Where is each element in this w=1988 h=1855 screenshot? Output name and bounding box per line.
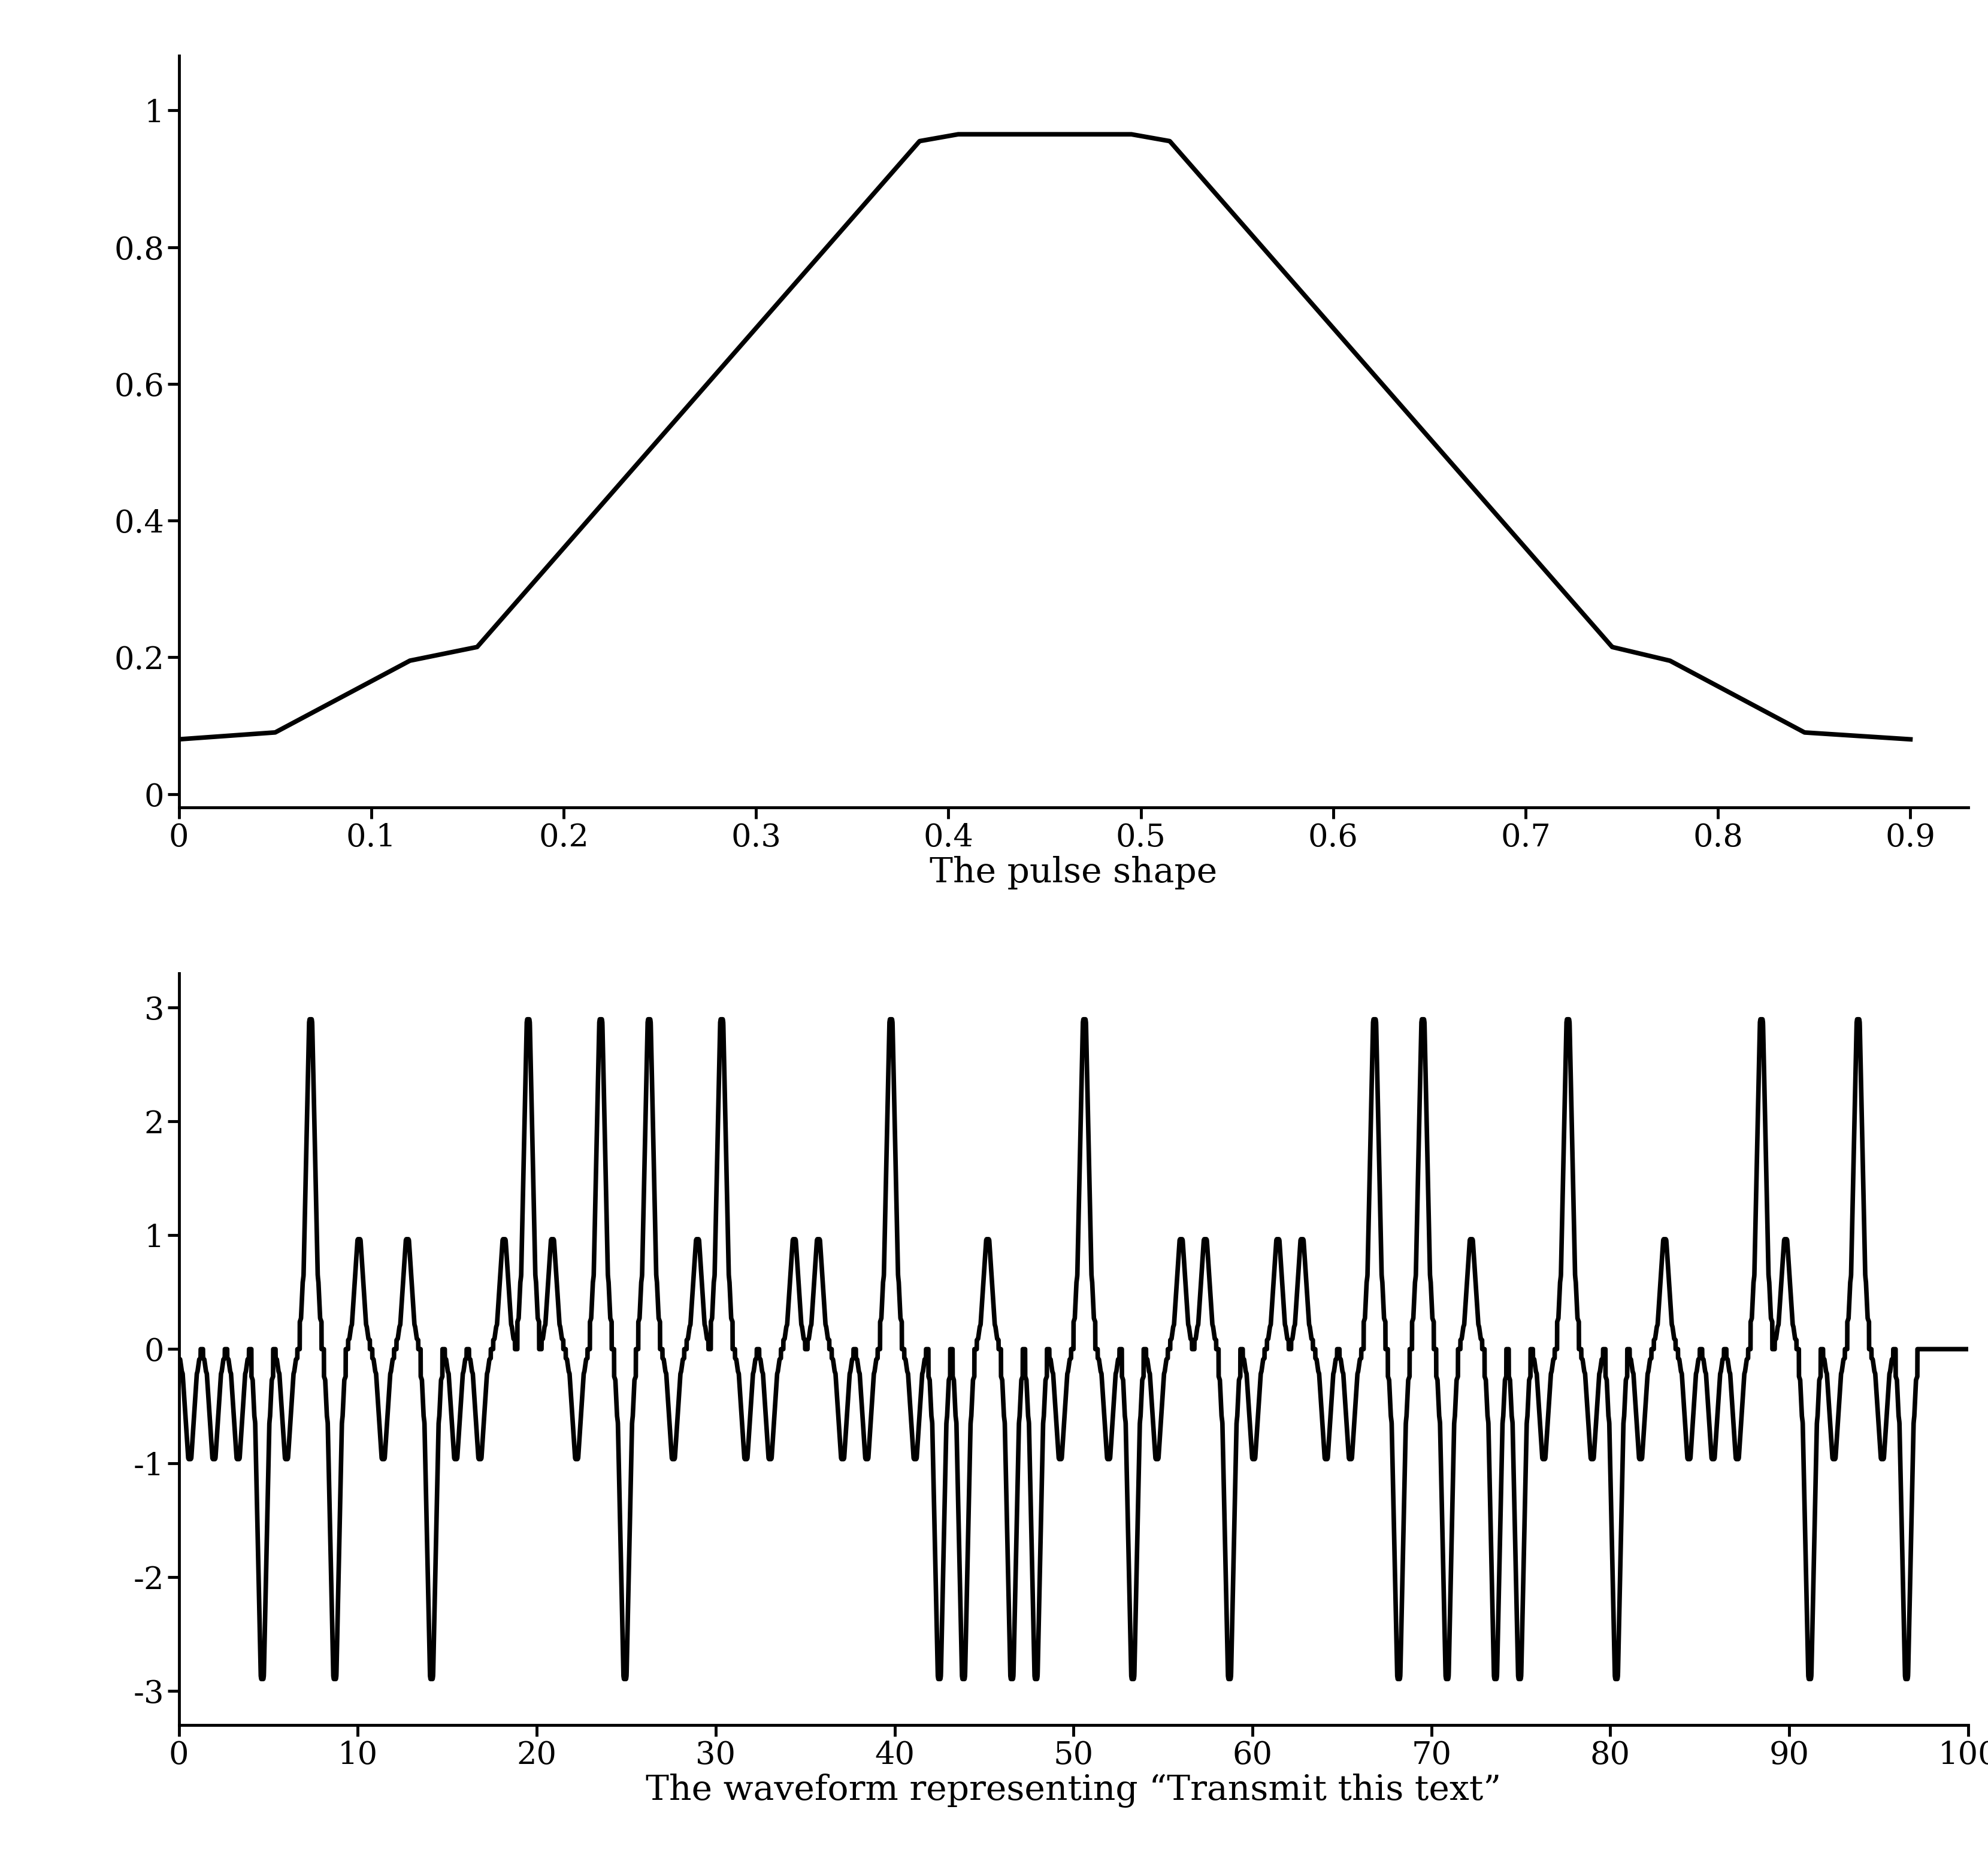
X-axis label: The pulse shape: The pulse shape <box>930 857 1217 890</box>
X-axis label: The waveform representing “Transmit this text”: The waveform representing “Transmit this… <box>646 1773 1501 1809</box>
